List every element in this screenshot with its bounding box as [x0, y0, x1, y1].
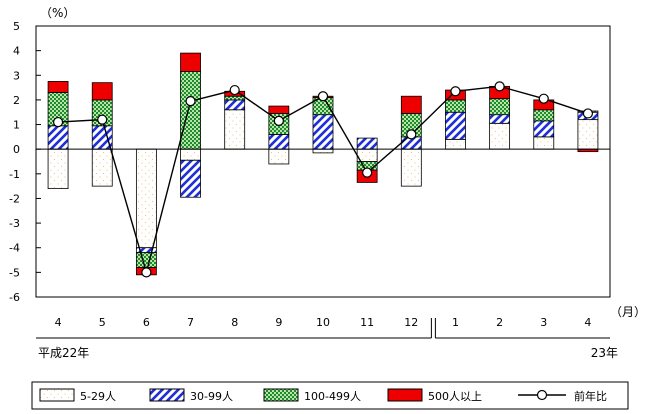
y-axis: 5 4 3 2 1 0 -1 -2 -3 -4 -5 -6 — [9, 20, 41, 304]
bar-segment-0-3 — [180, 148, 201, 161]
x-tick-label: 8 — [231, 316, 238, 329]
era-label-1: 23年 — [591, 346, 618, 360]
plot-frame — [35, 25, 611, 298]
bar-segment-1-4 — [224, 99, 246, 111]
bars-layer — [47, 52, 599, 276]
line-point-7 — [362, 167, 373, 178]
legend-line-marker — [536, 389, 548, 401]
bar-segment-3-5 — [268, 105, 290, 114]
line-point-5 — [273, 115, 284, 126]
bar-segment-2-3 — [180, 71, 201, 150]
bar-segment-0-12 — [577, 119, 599, 150]
bar-segment-0-6 — [312, 148, 334, 154]
bar-segment-3-3 — [180, 52, 201, 72]
y-tick-label: 2 — [13, 94, 20, 107]
x-tick-label: 7 — [187, 316, 194, 329]
line-point-12 — [582, 108, 594, 119]
x-tick-label: 4 — [55, 316, 62, 329]
y-tick-label: 0 — [13, 143, 20, 156]
bar-segment-1-10 — [489, 114, 511, 124]
x-tick-label: 2 — [496, 316, 503, 329]
bar-segment-0-9 — [445, 138, 466, 150]
x-tick-label: 10 — [316, 316, 330, 329]
y-tick-label: 4 — [13, 45, 20, 58]
bar-segment-0-8 — [400, 148, 422, 187]
bar-segment-1-11 — [533, 120, 555, 138]
line-point-9 — [450, 86, 461, 97]
y-tick-label: -5 — [9, 266, 20, 279]
bar-segment-2-10 — [489, 98, 511, 116]
x-tick-label: 6 — [143, 316, 150, 329]
line-layer — [52, 81, 594, 278]
bar-segment-2-4 — [224, 95, 246, 101]
bar-segment-0-0 — [47, 148, 69, 190]
legend-label-500-plus: 500人以上 — [428, 390, 482, 403]
bar-segment-2-2 — [135, 252, 157, 268]
y-tick-label: -3 — [9, 217, 20, 230]
line-point-8 — [406, 129, 417, 140]
x-tick-label: 12 — [404, 316, 418, 329]
legend-swatch-100-499 — [263, 388, 299, 402]
line-point-4 — [229, 84, 240, 96]
line-point-10 — [494, 81, 505, 92]
x-unit-label: （月） — [610, 305, 646, 319]
x-tick-label: 9 — [275, 316, 282, 329]
bar-segment-1-5 — [268, 133, 290, 150]
y-tick-label: 5 — [13, 20, 20, 33]
bar-segment-3-0 — [47, 81, 69, 93]
bar-segment-0-2 — [135, 148, 157, 249]
bar-segment-1-3 — [180, 159, 201, 198]
bar-segment-2-11 — [533, 109, 555, 122]
legend-swatch-500-plus — [387, 388, 423, 402]
x-tick-label: 4 — [584, 316, 591, 329]
x-tick-label: 11 — [360, 316, 374, 329]
bar-segment-0-4 — [224, 109, 246, 150]
era-label-0: 平成22年 — [38, 346, 89, 360]
bar-segment-0-11 — [533, 136, 555, 150]
line-point-3 — [185, 96, 196, 107]
legend-swatch-5-29 — [39, 388, 75, 402]
bar-segment-3-1 — [91, 82, 113, 101]
y-tick-label: -1 — [9, 168, 20, 181]
y-tick-label: -4 — [9, 242, 20, 255]
x-tick-label: 1 — [452, 316, 459, 329]
line-point-11 — [538, 93, 549, 104]
bar-segment-2-9 — [445, 99, 466, 113]
x-tick-label: 5 — [99, 316, 106, 329]
x-tick-label: 3 — [540, 316, 547, 329]
bar-segment-1-7 — [356, 137, 378, 150]
line-point-0 — [52, 116, 64, 128]
legend-label-30-99: 30-99人 — [190, 390, 233, 403]
line-point-1 — [97, 114, 108, 125]
bar-segment-1-0 — [47, 125, 69, 150]
y-tick-label: 1 — [13, 119, 20, 132]
y-tick-label: -6 — [9, 291, 20, 304]
bar-segment-1-9 — [445, 111, 466, 140]
legend-label-line: 前年比 — [574, 389, 607, 403]
bar-segment-0-10 — [489, 122, 511, 150]
bar-segment-1-6 — [312, 114, 334, 150]
y-tick-label: -2 — [9, 192, 20, 205]
y-tick-label: 3 — [13, 69, 20, 82]
bar-segment-0-1 — [91, 148, 113, 187]
bar-segment-3-8 — [400, 95, 422, 114]
line-point-6 — [317, 91, 329, 102]
legend-label-100-499: 100-499人 — [304, 390, 361, 403]
legend: 5-29人 30-99人 100-499人 500人以上 前年比 — [31, 381, 629, 410]
legend-label-5-29: 5-29人 — [80, 390, 116, 403]
y-unit-label: （%） — [40, 6, 75, 20]
bar-segment-0-5 — [268, 148, 290, 165]
line-point-2 — [141, 267, 152, 278]
legend-swatch-30-99 — [149, 388, 185, 402]
